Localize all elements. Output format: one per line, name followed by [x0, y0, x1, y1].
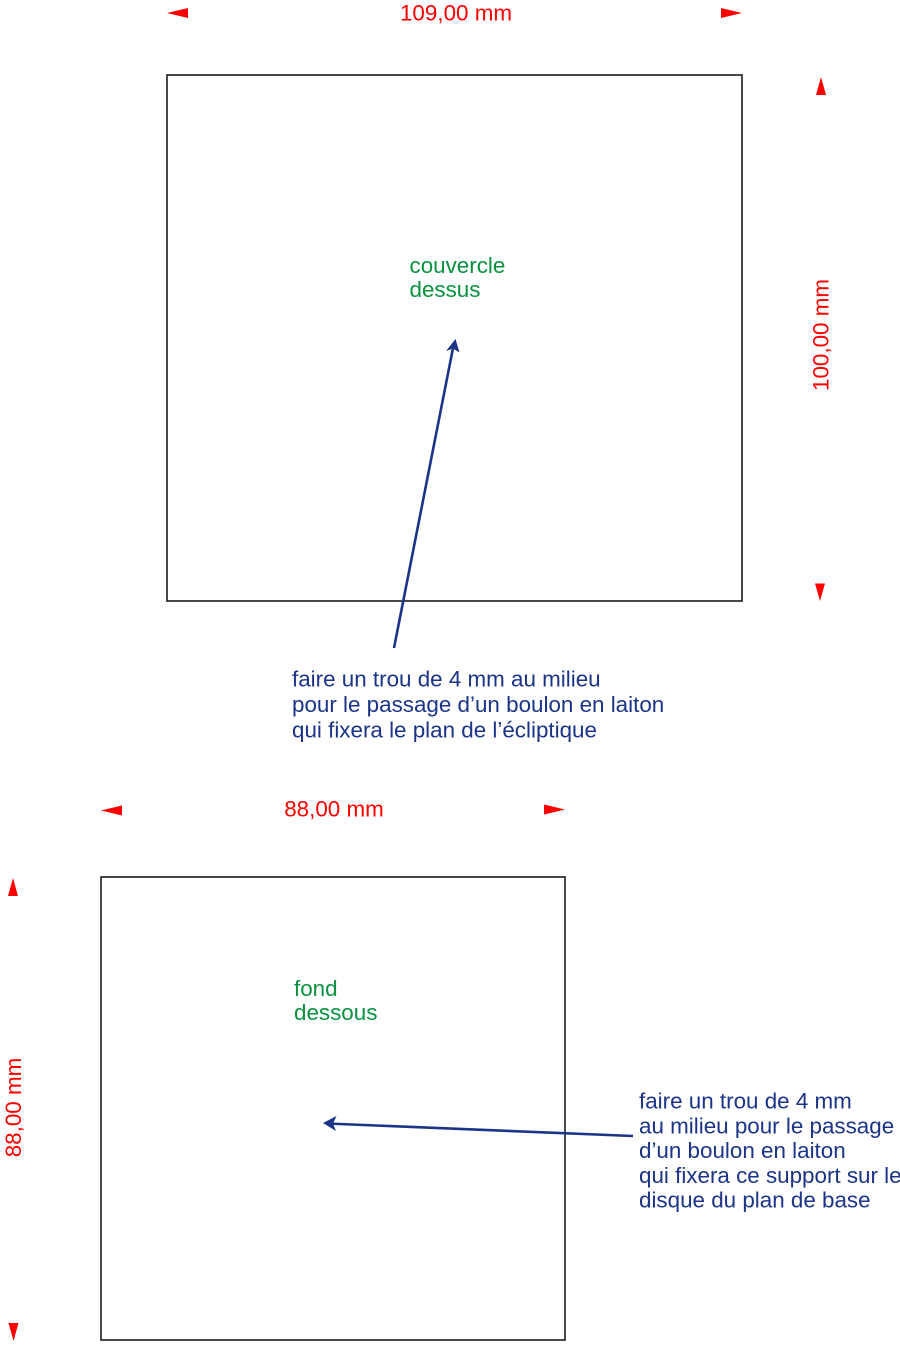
svg-text:qui fixera le plan de l’éclipt: qui fixera le plan de l’écliptique	[292, 717, 597, 742]
svg-text:100,00 mm: 100,00 mm	[809, 279, 834, 391]
svg-text:faire un trou de 4 mm au milie: faire un trou de 4 mm au milieu	[292, 667, 601, 692]
svg-text:disque du plan de base: disque du plan de base	[639, 1188, 871, 1213]
svg-text:couvercle: couvercle	[410, 253, 506, 278]
svg-text:109,00 mm: 109,00 mm	[400, 1, 512, 26]
svg-text:qui fixera ce support sur le: qui fixera ce support sur le	[639, 1163, 900, 1188]
svg-text:88,00 mm: 88,00 mm	[284, 797, 384, 822]
svg-text:dessous: dessous	[294, 1000, 377, 1025]
svg-text:d’un boulon en laiton: d’un boulon en laiton	[639, 1138, 846, 1163]
svg-text:dessus: dessus	[410, 277, 481, 302]
svg-text:fond: fond	[294, 976, 338, 1001]
svg-text:faire un trou de 4 mm: faire un trou de 4 mm	[639, 1089, 852, 1114]
svg-text:pour le passage d’un boulon en: pour le passage d’un boulon en laiton	[292, 692, 664, 717]
svg-text:au milieu pour le passage: au milieu pour le passage	[639, 1113, 894, 1138]
svg-text:88,00 mm: 88,00 mm	[1, 1058, 26, 1158]
